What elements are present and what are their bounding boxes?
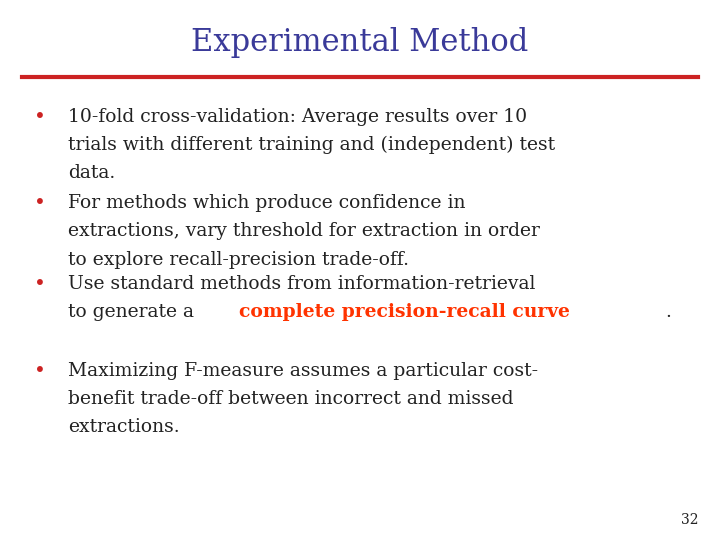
Text: •: • [34,108,45,127]
Text: 32: 32 [681,512,698,526]
Text: benefit trade-off between incorrect and missed: benefit trade-off between incorrect and … [68,390,514,408]
Text: extractions, vary threshold for extraction in order: extractions, vary threshold for extracti… [68,222,540,240]
Text: 10-fold cross-validation: Average results over 10: 10-fold cross-validation: Average result… [68,108,528,126]
Text: complete precision-recall curve: complete precision-recall curve [239,303,570,321]
Text: data.: data. [68,164,116,182]
Text: Use standard methods from information-retrieval: Use standard methods from information-re… [68,275,536,293]
Text: extractions.: extractions. [68,418,180,436]
Text: •: • [34,362,45,381]
Text: Experimental Method: Experimental Method [192,26,528,58]
Text: •: • [34,194,45,213]
Text: trials with different training and (independent) test: trials with different training and (inde… [68,136,556,154]
Text: Maximizing F-measure assumes a particular cost-: Maximizing F-measure assumes a particula… [68,362,539,380]
Text: .: . [666,303,672,321]
Text: to explore recall-precision trade-off.: to explore recall-precision trade-off. [68,251,410,268]
Text: For methods which produce confidence in: For methods which produce confidence in [68,194,466,212]
Text: to generate a: to generate a [68,303,200,321]
Text: •: • [34,275,45,294]
